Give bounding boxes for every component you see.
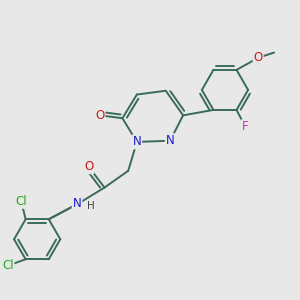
Text: Cl: Cl <box>16 195 27 208</box>
Text: O: O <box>254 51 263 64</box>
Text: N: N <box>166 134 175 147</box>
Text: N: N <box>73 197 81 210</box>
Text: O: O <box>95 109 104 122</box>
Text: N: N <box>133 135 141 148</box>
Text: O: O <box>84 160 93 173</box>
Text: H: H <box>87 201 94 211</box>
Text: F: F <box>242 120 248 133</box>
Text: Cl: Cl <box>2 259 14 272</box>
